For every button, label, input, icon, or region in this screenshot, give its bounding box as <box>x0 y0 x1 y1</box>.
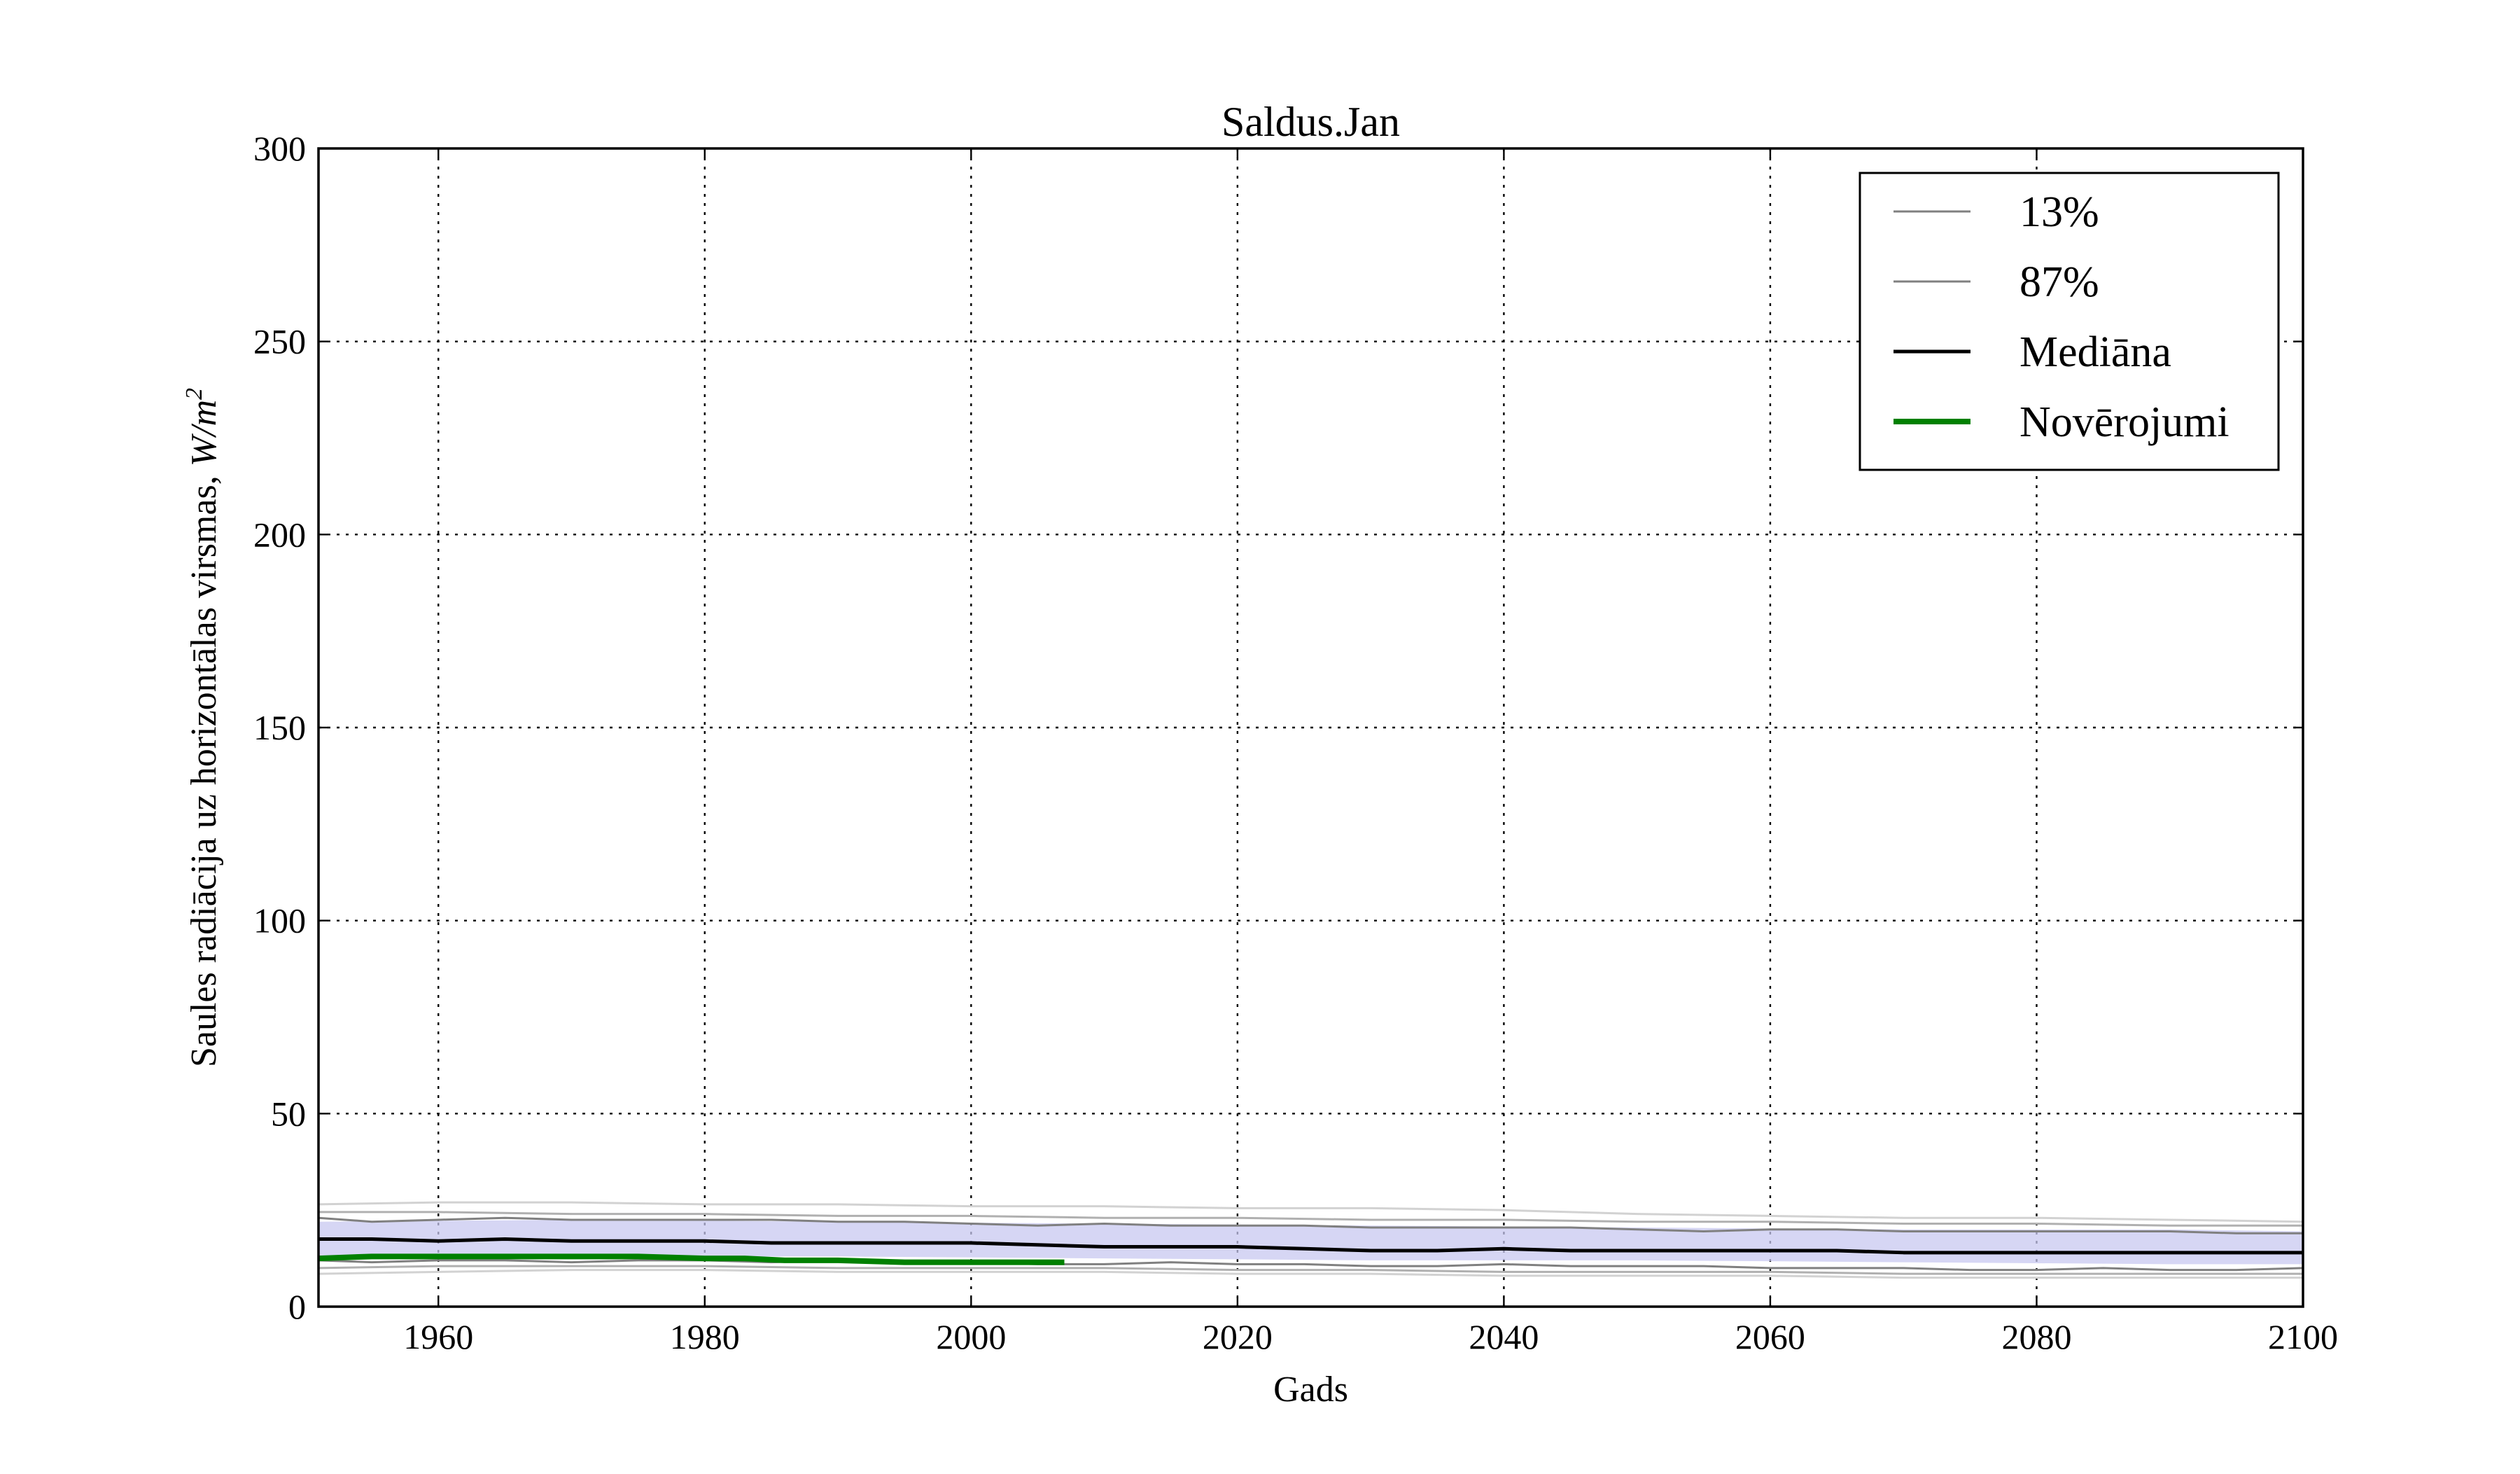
legend: 13% 87% Mediāna Novērojumi <box>1858 172 2280 471</box>
series-line-87 <box>318 1216 2303 1235</box>
x-tick-label: 2020 <box>1203 1317 1273 1356</box>
y-tick-label: 100 <box>253 901 306 940</box>
series-line-mediāna <box>318 1237 2303 1255</box>
ensemble-member-line <box>318 1211 2303 1227</box>
x-tick-label: 2000 <box>936 1317 1006 1356</box>
uncertainty-band-area <box>318 1219 2303 1265</box>
series-line-13 <box>318 1259 2304 1272</box>
x-tick-label: 2060 <box>1735 1317 1805 1356</box>
x-tick-label: 1980 <box>670 1317 740 1356</box>
ensemble-member-line <box>318 1201 2304 1223</box>
y-tick-label: 300 <box>253 129 306 168</box>
y-axis-label: Saules radiācija uz horizontālas virsmas… <box>181 388 224 1067</box>
y-axis-label-unit: W/m <box>184 400 224 466</box>
ensemble-member-line <box>318 1269 2303 1279</box>
y-axis-label-text: Saules radiācija uz horizontālas virsmas… <box>184 466 224 1067</box>
axis-ticks: 1960 1980 2000 2020 2040 2060 2080 2100 0 50 100 15… <box>253 129 2338 1356</box>
x-tick-label: 2080 <box>2001 1317 2071 1356</box>
legend-label: Mediāna <box>2019 328 2171 376</box>
y-tick-label: 150 <box>253 708 306 747</box>
y-axis-label-unit-exponent: 2 <box>181 388 207 400</box>
y-tick-label: 200 <box>253 515 306 554</box>
x-tick-label: 1960 <box>403 1317 473 1356</box>
legend-label: 13% <box>2019 188 2099 236</box>
y-tick-label: 0 <box>288 1287 306 1326</box>
x-tick-label: 2100 <box>2268 1317 2338 1356</box>
x-tick-label: 2040 <box>1469 1317 1539 1356</box>
series-line-novērojumi <box>318 1253 1065 1265</box>
uncertainty-band <box>318 1219 2303 1265</box>
y-tick-label: 50 <box>271 1094 306 1133</box>
ensemble-member-line <box>318 1265 2303 1275</box>
chart-title: Saldus.Jan <box>1222 99 1400 145</box>
grid <box>318 148 2303 1307</box>
legend-label: Novērojumi <box>2019 398 2230 446</box>
x-axis-label: Gads <box>1273 1370 1348 1410</box>
series-lines <box>318 1201 2304 1279</box>
legend-label: 87% <box>2019 258 2099 306</box>
y-tick-label: 250 <box>253 322 306 361</box>
